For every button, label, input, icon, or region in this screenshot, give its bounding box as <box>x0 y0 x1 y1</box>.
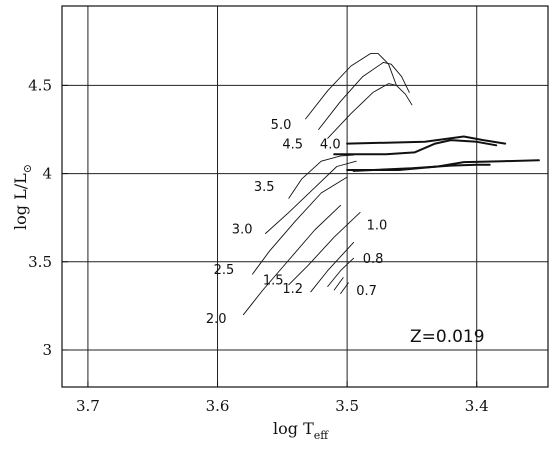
x-tick-label: 3.7 <box>76 397 100 415</box>
metallicity-annotation: Z=0.019 <box>410 327 485 347</box>
y-axis-title-sub: ⊙ <box>21 164 34 173</box>
mass-track-2-0 <box>242 204 342 316</box>
track-curves <box>242 53 540 316</box>
x-tick-label: 3.5 <box>335 397 359 415</box>
mass-track-2-5 <box>252 176 348 275</box>
mass-track-3-0 <box>265 160 357 234</box>
x-axis-title-main: log T <box>273 419 314 438</box>
y-tick-label: 3 <box>42 341 52 359</box>
mass-track-3-5 <box>288 154 355 199</box>
plot-frame <box>61 5 549 388</box>
mass-track-1-2 <box>310 241 355 293</box>
mass-track-0-8 <box>333 277 344 291</box>
curve-label: 1.0 <box>367 219 388 234</box>
mass-track-1-5 <box>288 211 361 286</box>
y-axis-title: log L/L⊙ <box>11 164 34 230</box>
x-axis-title-sub: eff <box>314 429 330 442</box>
curve-label: 1.2 <box>282 282 303 297</box>
mass-track-0-7 <box>340 282 349 294</box>
giant-branch-track <box>346 135 507 145</box>
curve-label: 5.0 <box>271 118 292 133</box>
x-axis-title: log Teff <box>273 419 329 442</box>
y-tick-label: 3.5 <box>28 253 52 271</box>
curve-label: 1.5 <box>263 273 284 288</box>
axis-ticks: 3.7 3.6 3.5 3.4 3 3.5 4 4.5 <box>28 76 489 415</box>
curve-label: 4.5 <box>282 138 303 153</box>
curve-label: 2.0 <box>206 312 227 327</box>
x-tick-label: 3.4 <box>465 397 489 415</box>
y-tick-label: 4 <box>42 165 52 183</box>
curve-label: 3.5 <box>254 180 275 195</box>
x-tick-label: 3.6 <box>206 397 230 415</box>
giant-branch-track <box>352 163 491 172</box>
curve-label: 4.0 <box>320 138 341 153</box>
mass-track-4-0 <box>327 83 413 139</box>
curve-label: 0.7 <box>356 284 377 299</box>
mass-track-5-0 <box>305 53 397 120</box>
curve-label: 3.0 <box>232 222 253 237</box>
curve-label: 0.8 <box>363 252 384 267</box>
y-axis-title-main: log L/L <box>11 173 30 230</box>
curve-label: 2.5 <box>214 263 235 278</box>
giant-branch-track <box>333 139 498 156</box>
mass-track-1-0 <box>327 257 355 287</box>
mass-track-4-5 <box>318 61 410 130</box>
y-tick-label: 4.5 <box>28 76 52 94</box>
curve-labels: 5.0 4.5 4.0 3.5 3.0 2.5 2.0 1.51.2 1.0 0.8 0.7 <box>206 118 387 327</box>
